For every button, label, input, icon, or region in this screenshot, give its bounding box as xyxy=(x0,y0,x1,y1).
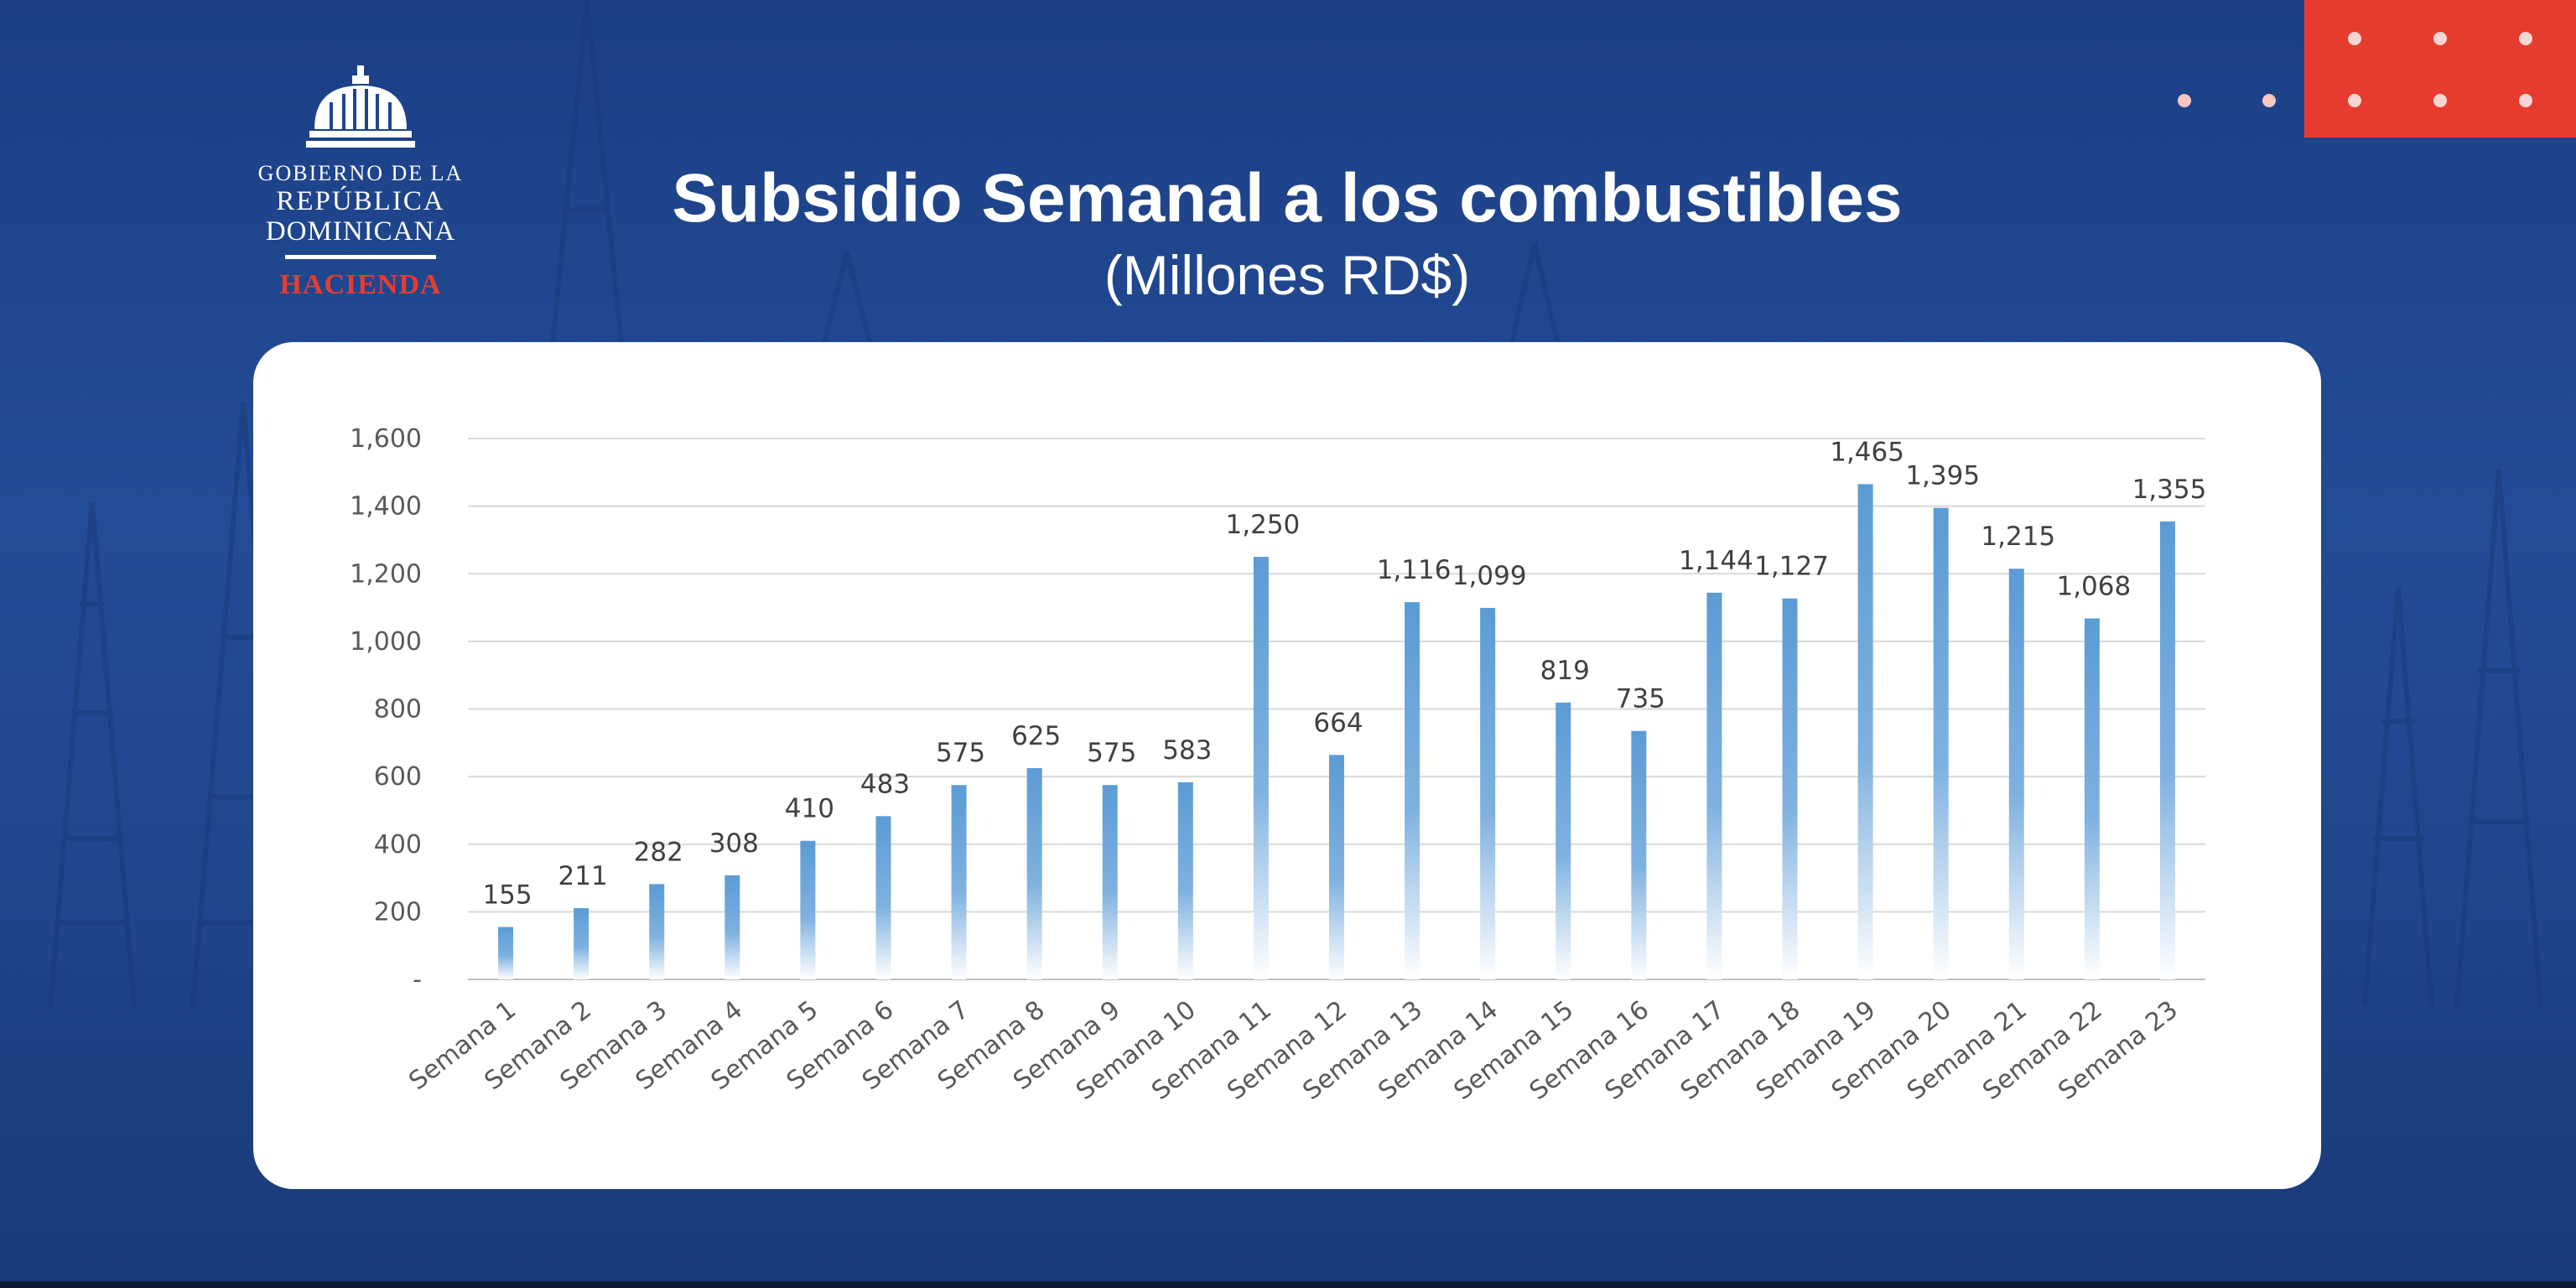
bar xyxy=(1405,602,1420,979)
data-label: 664 xyxy=(1313,708,1363,738)
bar xyxy=(724,875,740,979)
y-tick-label: 600 xyxy=(374,762,422,792)
data-label: 1,099 xyxy=(1452,561,1527,591)
bar xyxy=(2008,569,2024,979)
bar-chart: 155 211 282 308 410 483 575 625 575 583 1,250 664 1,… xyxy=(350,424,2207,1106)
bar xyxy=(2159,521,2175,979)
bar xyxy=(951,785,967,979)
data-label: 819 xyxy=(1540,656,1590,686)
bar xyxy=(498,927,514,979)
data-label: 282 xyxy=(634,837,683,867)
data-label: 1,395 xyxy=(1905,461,1980,491)
y-tick-label: 1,000 xyxy=(350,627,422,657)
logo-line-3: DOMINICANA xyxy=(265,216,456,247)
bar xyxy=(1480,607,1496,979)
corner-accent-block xyxy=(2304,0,2576,138)
bar xyxy=(649,884,665,979)
data-label: 483 xyxy=(860,769,910,799)
bar xyxy=(1026,768,1042,979)
government-logo: GOBIERNO DE LA REPÚBLICA DOMINICANA HACI… xyxy=(243,64,478,315)
data-label: 625 xyxy=(1011,721,1061,751)
data-label: 1,465 xyxy=(1830,437,1904,467)
bar xyxy=(1555,702,1571,979)
logo-line-2: REPÚBLICA xyxy=(276,186,445,216)
bar xyxy=(1933,507,1949,979)
bar xyxy=(1857,484,1873,979)
y-tick-label: 200 xyxy=(374,897,422,927)
y-tick-label: 800 xyxy=(374,695,422,724)
data-label: 575 xyxy=(1087,738,1136,768)
data-label: 1,355 xyxy=(2132,475,2207,505)
data-label: 211 xyxy=(558,861,608,891)
data-label: 1,068 xyxy=(2056,571,2131,601)
bar xyxy=(1253,557,1269,979)
data-label: 1,215 xyxy=(1981,522,2055,552)
data-label: 410 xyxy=(785,794,834,824)
data-label: 1,250 xyxy=(1226,510,1301,540)
page-title: Subsidio Semanal a los combustibles xyxy=(672,160,1903,236)
y-tick-label: 1,600 xyxy=(350,424,422,454)
bar xyxy=(2084,618,2100,979)
bar xyxy=(875,816,891,979)
data-label: 575 xyxy=(936,738,985,768)
data-label: 1,144 xyxy=(1679,546,1753,576)
logo-line-1: GOBIERNO DE LA xyxy=(257,161,464,185)
y-tick-label: - xyxy=(413,965,422,995)
bar xyxy=(1177,782,1193,979)
data-label: 735 xyxy=(1616,684,1665,714)
logo-divider xyxy=(285,255,436,259)
data-label: 155 xyxy=(482,880,532,911)
y-tick-label: 1,200 xyxy=(350,559,422,589)
bar xyxy=(800,840,816,979)
chart-card xyxy=(253,342,2321,1189)
bar xyxy=(1102,785,1118,979)
y-tick-label: 400 xyxy=(374,830,422,860)
logo-hacienda: HACIENDA xyxy=(279,269,442,300)
bar xyxy=(1329,755,1344,979)
bar xyxy=(1782,598,1798,979)
data-label: 1,116 xyxy=(1377,555,1452,585)
bar xyxy=(1631,730,1647,979)
bottom-strip xyxy=(0,1281,2576,1288)
data-label: 308 xyxy=(709,828,759,859)
data-label: 583 xyxy=(1162,735,1212,766)
data-label: 1,127 xyxy=(1754,552,1829,582)
y-tick-label: 1,400 xyxy=(350,492,422,522)
bar xyxy=(574,907,589,979)
capitol-dome-icon xyxy=(306,65,415,148)
page-subtitle: (Millones RD$) xyxy=(1104,244,1471,306)
bar xyxy=(1706,592,1722,979)
